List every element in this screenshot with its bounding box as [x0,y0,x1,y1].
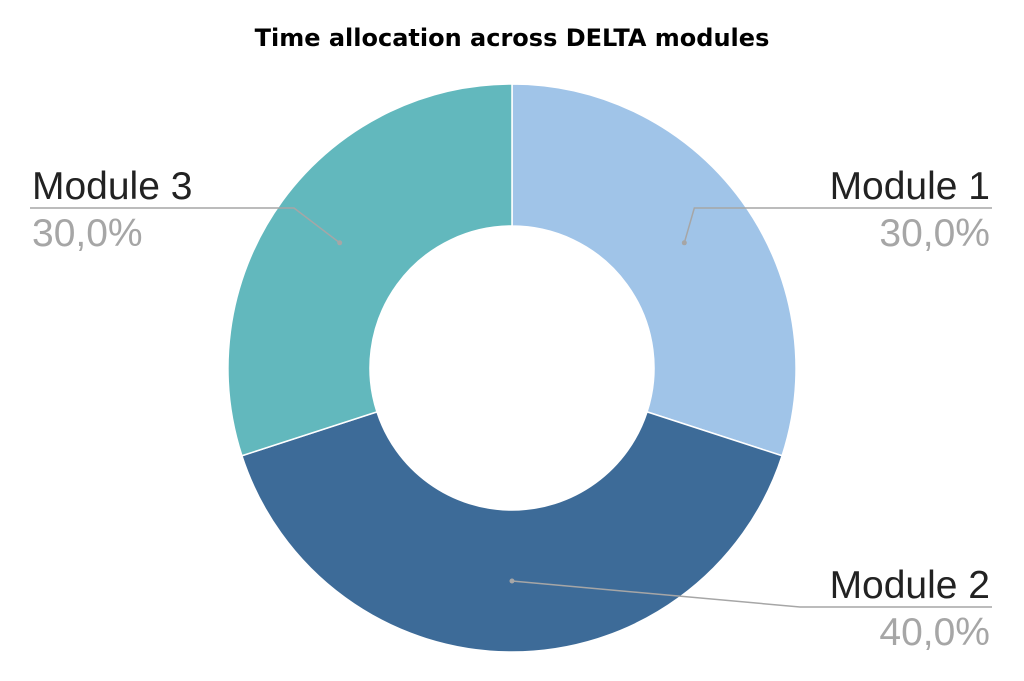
slice-label-module-3: Module 3 [32,165,192,208]
chart-title: Time allocation across DELTA modules [255,24,770,52]
slice-label-module-2: Module 2 [830,564,990,607]
leader-line-module-2 [511,580,992,608]
slice-percent-module-3: 30,0% [32,212,143,255]
slice-label-module-1: Module 1 [830,165,990,208]
donut-slices [227,83,797,653]
slice-module-2 [240,410,784,653]
leader-line-module-3 [30,207,341,244]
slice-module-3 [227,83,513,457]
leader-line-module-1 [683,207,992,244]
slice-percent-module-2: 40,0% [879,611,990,654]
slice-percent-module-1: 30,0% [879,212,990,255]
slice-labels: Module 130,0%Module 240,0%Module 330,0% [30,165,992,654]
slice-module-1 [511,83,797,457]
